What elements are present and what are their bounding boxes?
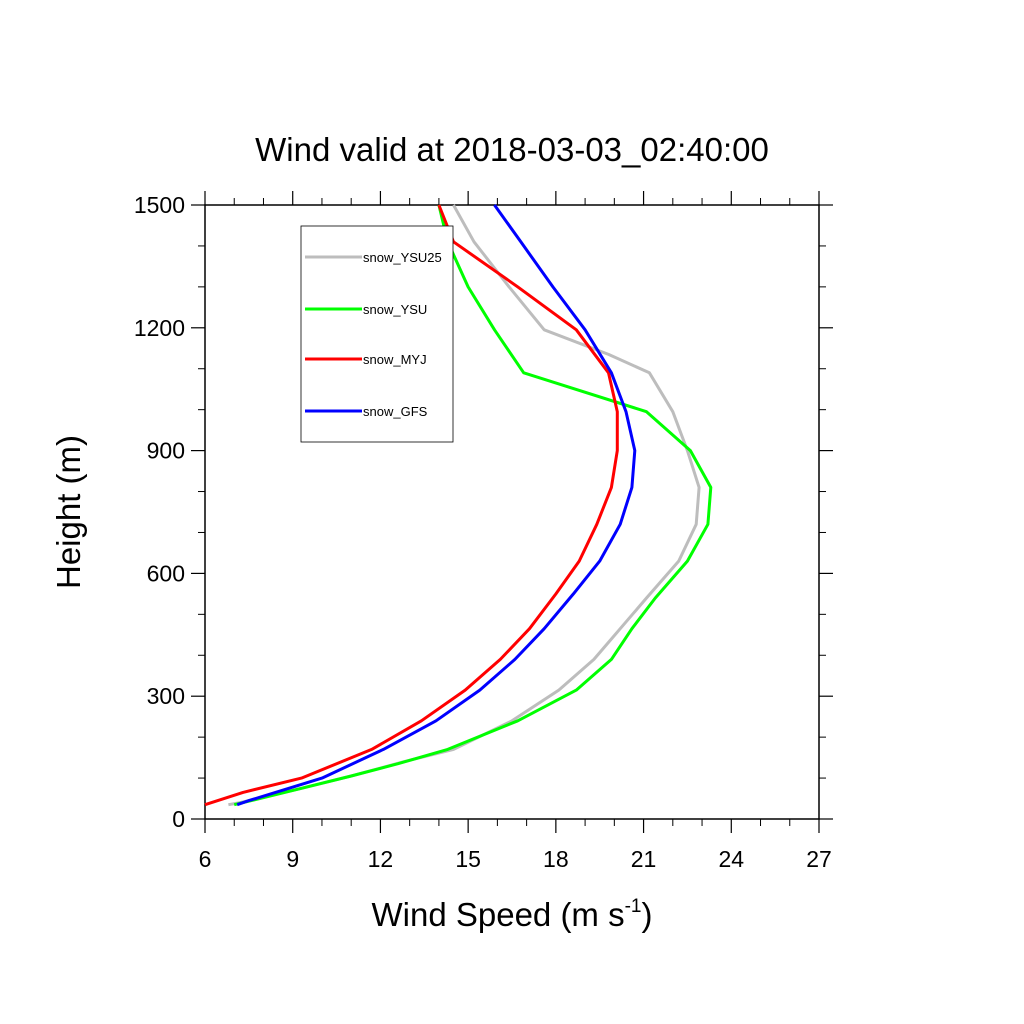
x-tick-label: 24 bbox=[718, 846, 744, 872]
x-tick-label: 18 bbox=[543, 846, 569, 872]
x-tick-label: 6 bbox=[199, 846, 212, 872]
legend-label: snow_MYJ bbox=[363, 352, 427, 367]
y-tick-label: 1200 bbox=[134, 315, 185, 341]
series-line-snow-ysu bbox=[233, 204, 713, 807]
legend-label: snow_YSU bbox=[363, 302, 427, 317]
x-axis-label-main: Wind Speed (m s bbox=[372, 896, 625, 933]
series-lines bbox=[204, 204, 713, 807]
plot-frame bbox=[204, 204, 820, 820]
series-line-snow-ysu25 bbox=[228, 204, 701, 807]
x-tick-label: 15 bbox=[455, 846, 481, 872]
y-axis-label: Height (m) bbox=[50, 435, 87, 589]
x-tick-label: 21 bbox=[631, 846, 657, 872]
x-tick-label: 27 bbox=[806, 846, 832, 872]
x-tick-label: 9 bbox=[286, 846, 299, 872]
plot-area bbox=[204, 204, 820, 820]
legend-label: snow_YSU25 bbox=[363, 250, 442, 265]
y-tick-label: 1500 bbox=[134, 192, 185, 218]
x-axis-label-end: ) bbox=[642, 896, 653, 933]
x-tick-label: 12 bbox=[368, 846, 394, 872]
y-tick-label: 300 bbox=[147, 683, 185, 709]
axis-ticks: 6 9 12 15 18 21 24 27 0 300 600 900 1200 1500 bbox=[134, 191, 833, 872]
y-tick-label: 0 bbox=[172, 806, 185, 832]
legend-label: snow_GFS bbox=[363, 404, 428, 419]
y-tick-label: 900 bbox=[147, 438, 185, 464]
x-axis-label: Wind Speed (m s-1) bbox=[372, 896, 653, 933]
legend-box bbox=[300, 225, 454, 443]
x-axis-label-superscript: -1 bbox=[625, 896, 642, 917]
legend: snow_YSU25 snow_YSU snow_MYJ snow_GFS bbox=[300, 225, 454, 443]
series-line-snow-gfs bbox=[236, 204, 637, 807]
chart-title: Wind valid at 2018-03-03_02:40:00 bbox=[255, 131, 769, 168]
y-tick-label: 600 bbox=[147, 560, 185, 586]
series-line-snow-myj bbox=[204, 204, 619, 807]
